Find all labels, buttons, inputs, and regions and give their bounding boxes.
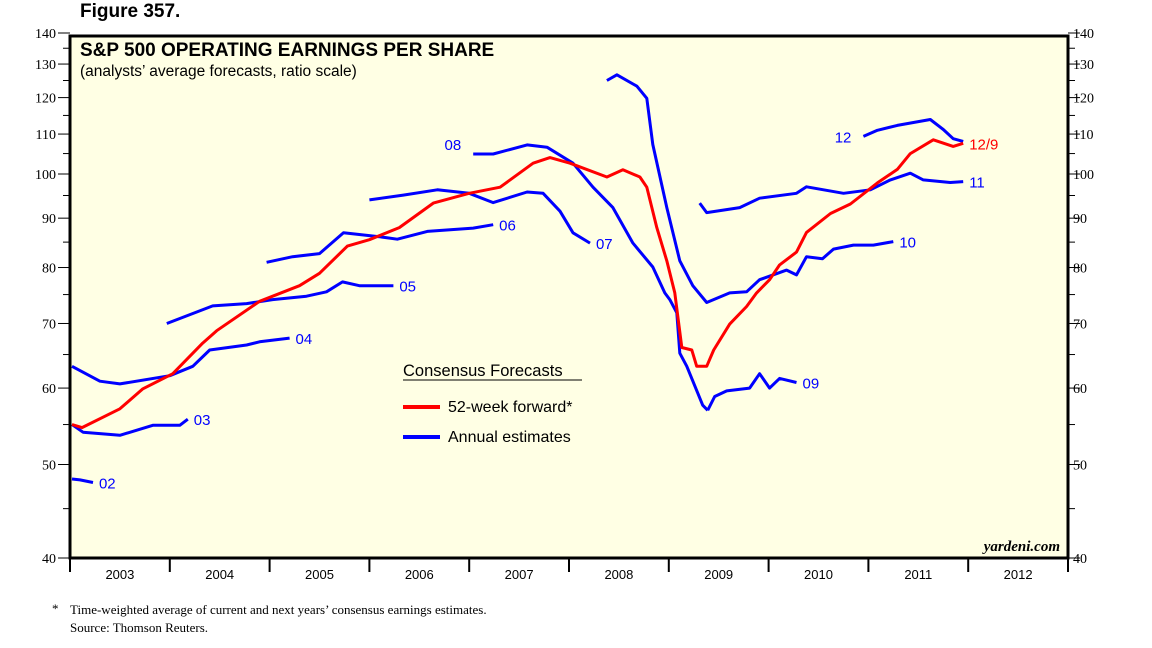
series-line-05 [166,280,394,325]
figure-label: Figure 357. [80,1,181,22]
series-label-10: 10 [899,235,916,252]
chart-title: S&P 500 OPERATING EARNINGS PER SHARE [80,40,494,61]
x-tick-label: 2003 [105,567,134,582]
y-tick-label-right: 90 [1073,212,1087,227]
chart-subtitle: (analysts’ average forecasts, ratio scal… [80,63,357,80]
series-line-04 [71,336,290,386]
y-tick-label-right: 110 [1073,128,1093,143]
y-tick-label-right: 60 [1073,382,1087,397]
x-tick-label: 2006 [405,567,434,582]
series-line-12 [862,118,964,143]
x-tick-label: 2004 [205,567,234,582]
series-label-03: 03 [194,412,211,429]
series-line-forward [71,138,964,430]
y-tick-label-left: 80 [42,262,56,277]
y-tick-label-right: 100 [1073,168,1094,183]
series-label-06: 06 [499,218,516,235]
y-tick-label-right: 50 [1073,458,1087,473]
footnote-text: Time-weighted average of current and nex… [70,602,487,617]
series-line-10 [606,73,894,304]
x-tick-label: 2011 [904,567,932,582]
series-line-08 [473,143,709,412]
y-tick-label-left: 140 [35,27,56,42]
x-tick-label: 2010 [804,567,833,582]
series-line-07 [369,188,591,245]
y-tick-label-left: 110 [36,128,56,143]
y-tick-label-left: 70 [42,317,56,332]
y-tick-label-left: 130 [35,58,56,73]
x-tick-label: 2008 [604,567,633,582]
plot-frame [68,34,1070,560]
series-label-12/9: 12/9 [969,136,998,153]
x-tick-label: 2005 [305,567,334,582]
y-tick-label-right: 80 [1073,262,1087,277]
series-label-09: 09 [803,376,820,393]
x-tick-label: 2007 [505,567,534,582]
footnote-marker: * [52,601,59,616]
plot-background [70,36,1068,558]
y-tick-label-left: 100 [35,168,56,183]
series-label-07: 07 [596,236,613,253]
series-line-09 [706,372,797,411]
series-label-02: 02 [99,475,116,492]
y-tick-label-right: 70 [1073,317,1087,332]
watermark: yardeni.com [982,539,1060,555]
series-label-05: 05 [399,279,416,296]
y-tick-label-right: 130 [1073,58,1094,73]
series-line-11 [698,171,964,215]
y-tick-label-left: 40 [42,552,56,567]
series-label-12: 12 [835,129,852,146]
y-tick-label-right: 120 [1073,92,1094,107]
series-labels: 02 03 04 05 06 07 08 09 10 11 12 12/9 [99,129,998,492]
legend-title: Consensus Forecasts [403,362,563,380]
source-text: Source: Thomson Reuters. [70,620,209,635]
legend: Consensus Forecasts 52-week forward* Ann… [403,362,582,446]
y-tick-label-right: 40 [1073,552,1087,567]
x-tick-label: 2009 [704,567,733,582]
y-tick-label-left: 120 [35,92,56,107]
series-lines [71,73,964,484]
y-tick-label-left: 90 [42,212,56,227]
series-label-11: 11 [969,175,985,192]
series-line-03 [71,418,189,437]
legend-label-forward: 52-week forward* [448,399,573,416]
y-tick-label-right: 140 [1073,27,1094,42]
y-tick-label-left: 60 [42,382,56,397]
x-tick-label: 2012 [1004,567,1033,582]
legend-label-annual: Annual estimates [448,429,571,446]
y-tick-label-left: 50 [42,458,56,473]
series-label-08: 08 [445,137,462,154]
series-line-02 [71,477,94,484]
series-label-04: 04 [296,331,313,348]
